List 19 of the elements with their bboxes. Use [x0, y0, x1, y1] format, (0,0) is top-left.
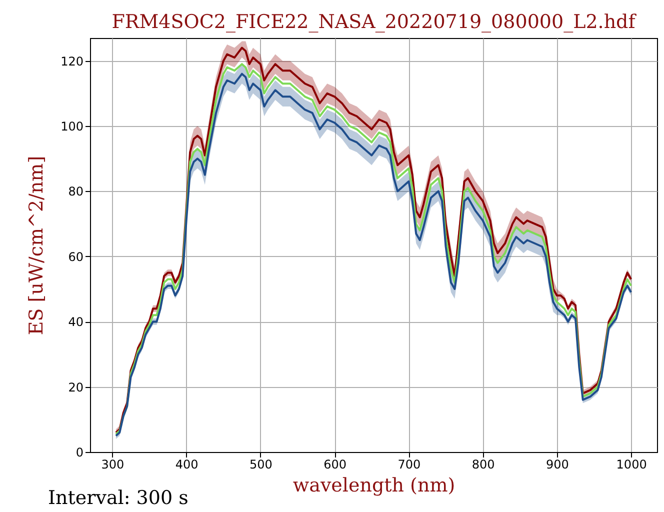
y-tick-label: 80: [68, 184, 84, 199]
y-tick-label: 120: [60, 54, 84, 68]
x-tick-label: 700: [398, 458, 421, 472]
x-tick-label: 400: [175, 458, 198, 472]
y-tick-label: 100: [60, 120, 84, 134]
x-tick-label: 300: [101, 458, 124, 472]
x-tick-label: 1000: [616, 458, 647, 472]
x-axis-title: wavelength (nm): [292, 474, 456, 496]
text: Interval: 300 s: [48, 487, 188, 509]
x-tick-label: 800: [472, 458, 495, 472]
y-tick-label: 40: [68, 315, 84, 330]
chart-title: FRM4SOC2_FICE22_NASA_20220719_080000_L2.hdf: [112, 11, 638, 33]
x-tick-label: 900: [546, 458, 569, 472]
x-tick-label: 500: [250, 458, 272, 472]
y-tick-label: 60: [68, 250, 84, 264]
x-tick-label: 600: [324, 458, 347, 472]
y-tick-label: 0: [76, 446, 84, 460]
y-tick-label: 20: [68, 380, 84, 394]
y-axis-title: ES [uW/cm^2/nm]: [26, 156, 48, 336]
